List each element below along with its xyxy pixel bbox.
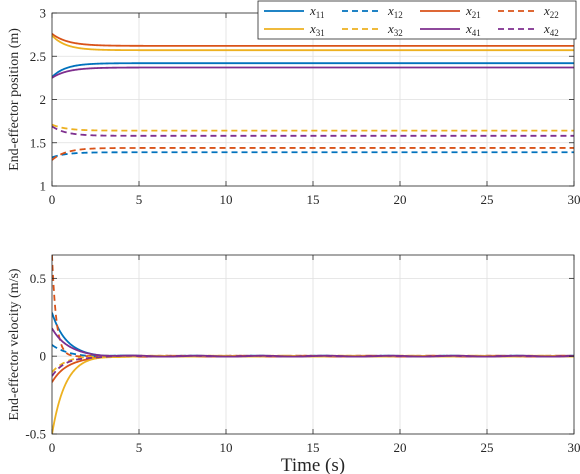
y-axis-label: End-effector velocity (m/s) — [7, 268, 22, 420]
x-tick-label: 25 — [481, 440, 494, 455]
series-group — [52, 255, 574, 434]
x-tick-label: 25 — [481, 192, 494, 207]
y-tick-label: 1.5 — [30, 135, 46, 150]
x-tick-label: 5 — [136, 192, 143, 207]
x-tick-label: 20 — [394, 440, 407, 455]
x-tick-label: 10 — [220, 440, 233, 455]
series-line-x42 — [52, 125, 574, 137]
legend-box — [257, 0, 577, 40]
series-line-x42 — [52, 354, 574, 377]
series-line-x32 — [52, 123, 574, 132]
series-line-x21 — [52, 33, 574, 47]
x-tick-label: 15 — [307, 192, 320, 207]
y-tick-label: 2.5 — [30, 49, 46, 64]
series-line-x31 — [52, 34, 574, 52]
y-tick-label: 1 — [40, 179, 47, 194]
x-tick-label: 0 — [49, 440, 56, 455]
y-tick-label: 2 — [40, 92, 47, 107]
x-tick-label: 5 — [136, 440, 143, 455]
series-line-x11 — [52, 62, 574, 78]
y-tick-label: -0.5 — [25, 427, 46, 442]
series-line-x22 — [52, 147, 574, 161]
x-axis-label: Time (s) — [281, 455, 345, 474]
series-line-x41 — [52, 66, 574, 79]
x-tick-label: 30 — [568, 440, 580, 455]
x-tick-label: 30 — [568, 192, 580, 207]
x-tick-label: 10 — [220, 192, 233, 207]
series-group — [52, 33, 574, 161]
x-tick-label: 0 — [49, 192, 56, 207]
x-tick-label: 20 — [394, 192, 407, 207]
x-tick-label: 15 — [307, 440, 320, 455]
plot-panel-1: 0 5 10 15 20 25 30 1 1.5 2 2.5 3 End-effector positi… — [7, 0, 580, 207]
y-tick-label: 0 — [40, 349, 47, 364]
series-line-x12 — [52, 151, 574, 159]
y-tick-label: 3 — [40, 6, 47, 21]
y-tick-label: 0.5 — [30, 271, 46, 286]
y-axis-label: End-effector position (m) — [7, 28, 22, 171]
series-line-x41 — [52, 327, 574, 358]
